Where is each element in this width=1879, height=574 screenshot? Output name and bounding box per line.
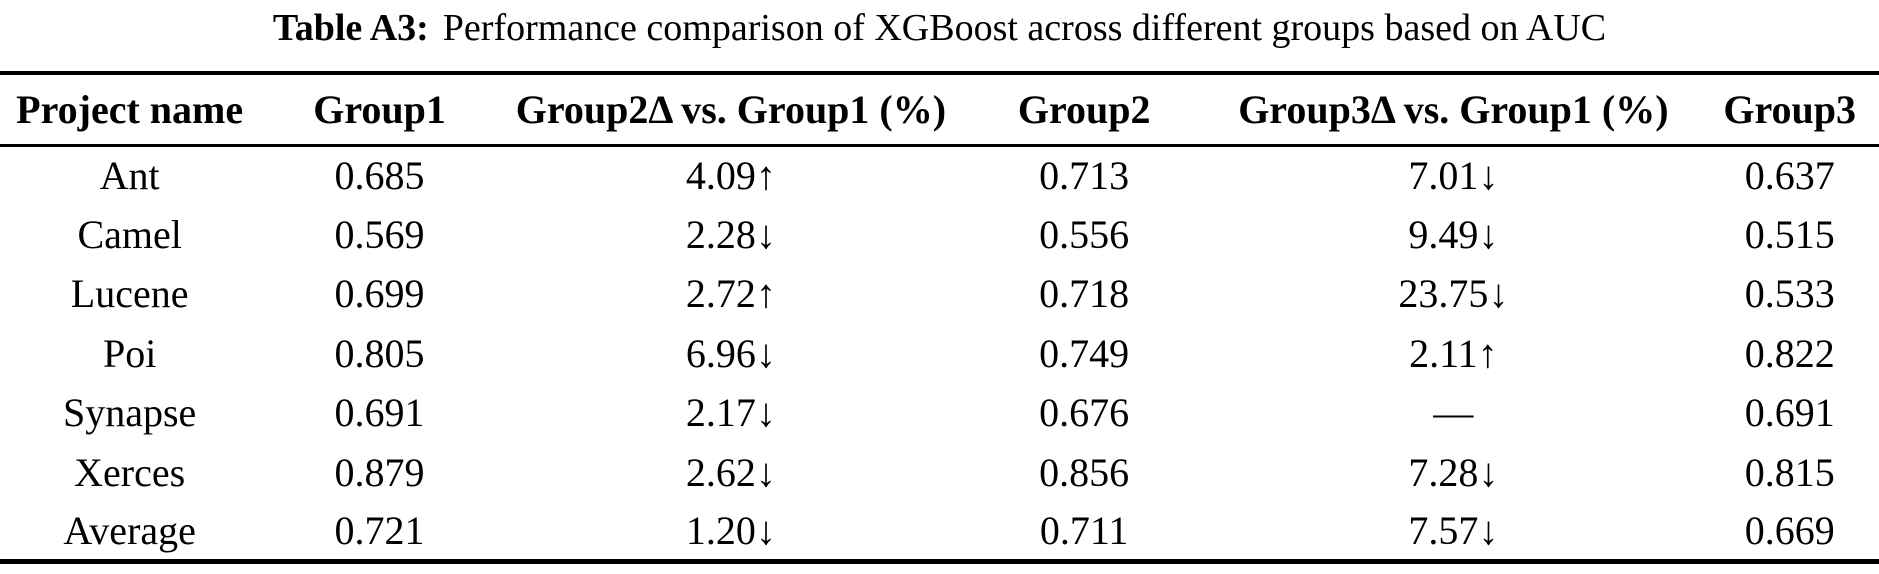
cell-group2: 0.718: [1039, 271, 1130, 317]
cell-project: Ant: [99, 153, 160, 198]
cell-group1: 0.699: [334, 271, 425, 317]
cell-group2-delta: 2.62↓: [685, 449, 776, 495]
cell-group1: 0.569: [334, 211, 425, 257]
table-row-ant: Ant 0.685 4.09↑ 0.713 7.01↓ 0.637: [0, 145, 1879, 205]
table-row-synapse: Synapse 0.691 2.17↓ 0.676 — 0.691: [0, 383, 1879, 443]
cell-group1: 0.685: [334, 153, 425, 198]
cell-group1: 0.691: [334, 390, 425, 436]
cell-group1: 0.805: [334, 330, 425, 376]
table-row-camel: Camel 0.569 2.28↓ 0.556 9.49↓ 0.515: [0, 205, 1879, 265]
table-row-poi: Poi 0.805 6.96↓ 0.749 2.11↑ 0.822: [0, 324, 1879, 384]
cell-group2-delta: 2.72↑: [685, 271, 776, 317]
cell-project: Camel: [77, 211, 182, 257]
table-caption: Table A3: Performance comparison of XGBoo…: [0, 4, 1879, 52]
cell-group2: 0.856: [1039, 449, 1130, 495]
cell-group2-delta: 6.96↓: [685, 330, 776, 376]
cell-group3: 0.515: [1744, 211, 1835, 257]
column-header-group3: Group3: [1700, 73, 1879, 147]
cell-group3: 0.691: [1744, 390, 1835, 436]
caption-text: Performance comparison of XGBoost across…: [442, 7, 1607, 49]
table-row-average: Average 0.721 1.20↓ 0.711 7.57↓ 0.669: [0, 502, 1879, 562]
table-row-lucene: Lucene 0.699 2.72↑ 0.718 23.75↓ 0.533: [0, 264, 1879, 324]
cell-group1: 0.721: [334, 508, 425, 553]
cell-group3: 0.822: [1744, 330, 1835, 376]
cell-project: Synapse: [62, 390, 197, 436]
performance-table: Project name Group1 Group2Δ vs. Group1 (…: [0, 71, 1879, 564]
cell-group3-delta: 7.28↓: [1408, 449, 1499, 495]
cell-group2-delta: 1.20↓: [685, 508, 776, 553]
column-header-group1: Group1: [259, 73, 500, 147]
cell-group3-delta: 7.01↓: [1408, 153, 1499, 198]
table-row-xerces: Xerces 0.879 2.62↓ 0.856 7.28↓ 0.815: [0, 443, 1879, 503]
cell-group2-delta: 2.28↓: [685, 211, 776, 257]
cell-group3: 0.637: [1744, 153, 1835, 198]
column-header-group3-delta: Group3Δ vs. Group1 (%): [1206, 73, 1701, 147]
cell-group2: 0.749: [1039, 330, 1130, 376]
cell-group2: 0.711: [1039, 508, 1129, 553]
cell-project: Lucene: [70, 271, 189, 317]
cell-group3: 0.533: [1744, 271, 1835, 317]
cell-project: Xerces: [74, 449, 186, 495]
cell-group2-delta: 4.09↑: [685, 153, 776, 198]
cell-group3-delta: —: [1433, 390, 1474, 436]
cell-project: Average: [63, 508, 196, 553]
paper-table-figure: Table A3: Performance comparison of XGBoo…: [0, 4, 1879, 574]
column-header-group2-delta: Group2Δ vs. Group1 (%): [499, 73, 963, 147]
cell-group2: 0.556: [1039, 211, 1130, 257]
cell-group2: 0.676: [1039, 390, 1130, 436]
header-row: Project name Group1 Group2Δ vs. Group1 (…: [0, 73, 1879, 147]
cell-group1: 0.879: [334, 449, 425, 495]
column-header-group2: Group2: [962, 73, 1207, 147]
cell-group3-delta: 23.75↓: [1398, 271, 1509, 317]
cell-group3-delta: 7.57↓: [1408, 508, 1499, 553]
cell-group3-delta: 9.49↓: [1408, 211, 1499, 257]
cell-group2: 0.713: [1039, 153, 1130, 198]
column-header-project-name: Project name: [0, 73, 260, 147]
cell-group3: 0.669: [1744, 508, 1835, 553]
cell-project: Poi: [102, 330, 157, 376]
caption-label: Table A3:: [272, 7, 429, 49]
cell-group3-delta: 2.11↑: [1409, 330, 1498, 376]
cell-group3: 0.815: [1744, 449, 1835, 495]
cell-group2-delta: 2.17↓: [685, 390, 776, 436]
